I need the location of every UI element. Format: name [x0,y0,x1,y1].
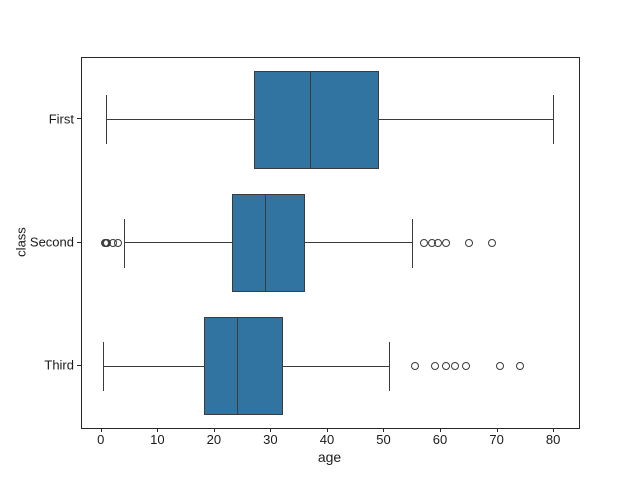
outlier-point-third [411,362,420,371]
plot-area [81,57,580,429]
outlier-point-third [462,362,471,371]
outlier-point-second [465,238,473,247]
outlier-point-third [442,362,451,371]
x-tick-label: 60 [432,432,448,447]
y-tick [77,118,81,120]
box-third [203,317,283,416]
box-second [231,194,306,292]
whisker-high-cap-first [553,95,555,145]
x-tick [100,428,102,432]
outlier-point-second [433,238,442,247]
x-tick [496,428,498,432]
outlier-point-third [450,362,459,371]
x-tick [383,428,385,432]
outlier-point-third [496,362,505,371]
whisker-high-line-third [282,365,391,367]
outlier-point-second [442,238,451,247]
whisker-high-line-second [305,242,413,244]
whisker-low-cap-third [103,341,105,391]
outlier-point-second [419,238,428,247]
x-tick-label: 10 [150,432,165,447]
whisker-low-cap-first [106,95,108,145]
x-tick [213,428,215,432]
whisker-high-cap-second [412,218,414,268]
x-tick-label: 20 [206,432,222,447]
whisker-low-line-third [104,365,204,367]
box-first [254,70,379,169]
outlier-point-third [431,362,440,371]
outlier-point-second [114,238,123,247]
x-tick-label: 50 [376,432,391,447]
y-tick-label-first: First [48,111,74,127]
outlier-point-third [515,362,524,371]
x-tick [326,428,328,432]
x-tick-label: 80 [545,432,561,447]
median-line-second [265,194,267,292]
median-line-third [236,317,238,416]
y-tick [77,241,81,243]
x-tick [553,428,555,432]
y-axis-label: class [13,227,29,257]
x-tick-label: 70 [489,432,504,447]
y-tick [77,364,81,366]
x-tick-label: 0 [97,432,105,447]
whisker-low-cap-second [123,218,125,268]
y-tick-label-second: Second [29,234,74,250]
whisker-low-line-second [124,242,232,244]
x-tick-label: 30 [263,432,278,447]
median-line-first [310,70,312,169]
x-tick [270,428,272,432]
x-tick-label: 40 [319,432,335,447]
y-tick-label-third: Third [44,357,74,373]
whisker-low-line-first [106,118,255,120]
whisker-high-cap-third [389,341,391,391]
whisker-high-line-first [378,118,555,120]
x-tick [157,428,159,432]
x-axis-label: age [317,449,342,465]
outlier-point-second [487,238,496,247]
x-tick [440,428,442,432]
